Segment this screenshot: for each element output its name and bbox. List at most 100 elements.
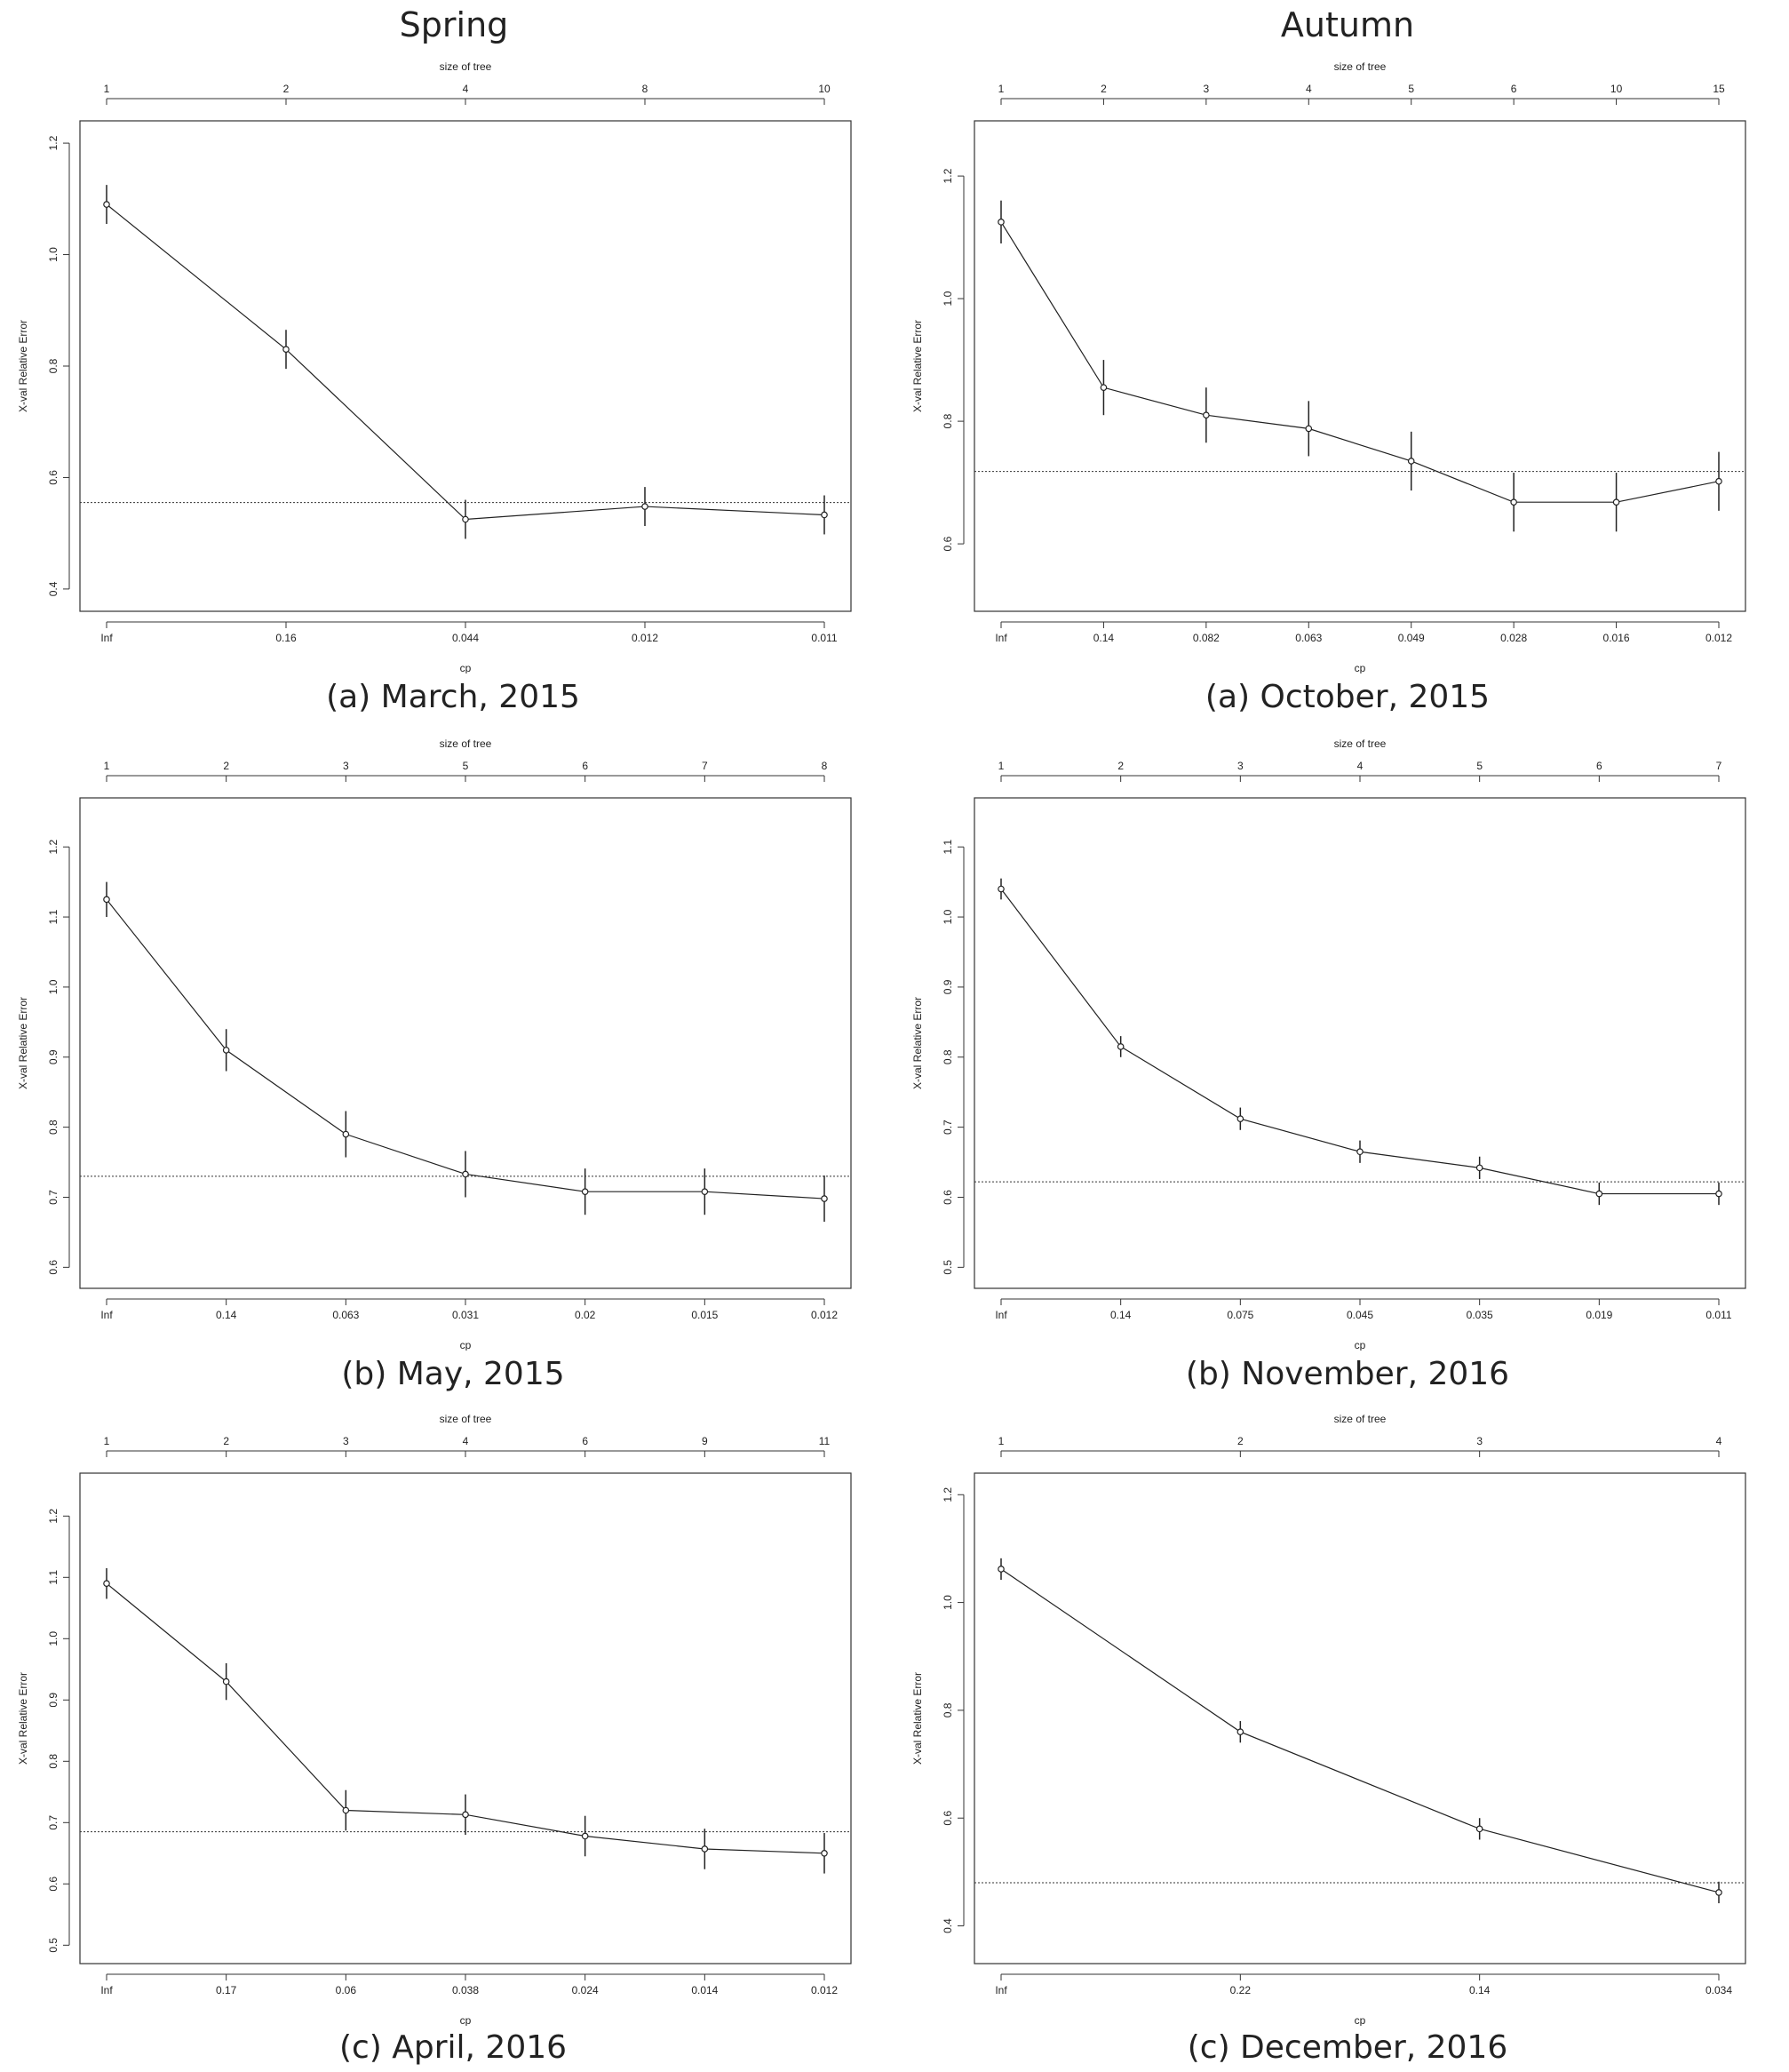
top-axis-tick-label: 15 (1713, 83, 1725, 95)
x-axis-tick-label: 0.049 (1398, 632, 1425, 644)
plot-frame (974, 120, 1746, 612)
data-point (821, 1195, 828, 1202)
plot-frame (79, 1472, 852, 1964)
y-axis-tick-label: 1.1 (47, 909, 60, 924)
top-axis-tick-label: 7 (702, 760, 708, 772)
caption-march-2015: (a) March, 2015 (326, 679, 580, 715)
top-axis-tick-label: 3 (1237, 760, 1244, 772)
top-axis-tick-label: 3 (343, 1435, 349, 1447)
x-axis-tick-label: 0.035 (1467, 1309, 1493, 1321)
data-point (581, 1832, 589, 1840)
y-axis-tick-label: 0.6 (47, 1877, 60, 1892)
data-point (998, 885, 1005, 893)
y-axis-title: X-val Relative Error (17, 320, 29, 412)
y-axis-title: X-val Relative Error (911, 1672, 924, 1765)
x-axis-tick-label: 0.063 (1295, 632, 1322, 644)
top-axis-tick-label: 4 (1357, 760, 1364, 772)
x-axis-tick-label: 0.012 (811, 1984, 838, 1996)
y-axis-tick-label: 0.6 (942, 1190, 954, 1205)
x-axis-tick-label: 0.016 (1603, 632, 1630, 644)
data-point (222, 1678, 230, 1685)
x-axis-title: cp (1355, 2014, 1366, 2026)
top-axis-tick-label: 2 (1237, 1435, 1244, 1447)
top-axis-tick-label: 1 (998, 83, 1005, 95)
top-axis-tick-label: 6 (582, 1435, 588, 1447)
y-axis-tick-label: 0.7 (47, 1190, 60, 1205)
data-point (701, 1845, 709, 1853)
top-axis-title: size of tree (440, 60, 492, 73)
y-axis-tick-label: 0.8 (942, 413, 954, 428)
cv-error-plot-november-2016: size of tree 1 2 3 4 5 6 7 0.5 0.6 0.7 0.8 0.9 1.0 1.1… (911, 737, 1746, 1351)
cv-error-plot-october-2015: size of tree 1 2 3 4 5 6 10 15 0.6 0.8 1.0 1.2 X-val … (911, 60, 1746, 673)
x-axis-title: cp (460, 1339, 472, 1351)
y-axis-tick-label: 1.2 (942, 1487, 954, 1502)
data-point (103, 1580, 110, 1588)
y-axis-tick-label: 0.5 (47, 1938, 60, 1953)
y-axis-tick-label: 0.6 (47, 1260, 60, 1275)
top-axis-tick-label: 4 (1716, 1435, 1722, 1447)
top-axis-tick-label: 5 (1476, 760, 1483, 772)
top-axis-tick-label: 1 (104, 760, 110, 772)
x-axis-tick-label: 0.031 (452, 1309, 479, 1321)
data-point (821, 1849, 828, 1857)
top-axis-tick-label: 4 (463, 1435, 469, 1447)
y-axis-tick-label: 1.0 (942, 291, 954, 306)
caption-december-2016: (c) December, 2016 (1187, 2029, 1508, 2066)
caption-may-2015: (b) May, 2015 (341, 1356, 565, 1392)
x-axis-tick-label: Inf (100, 1309, 113, 1321)
y-axis-tick-label: 0.7 (942, 1120, 954, 1135)
x-axis-tick-label: Inf (995, 1984, 1007, 1996)
x-axis-tick-label: 0.019 (1586, 1309, 1612, 1321)
x-axis-title: cp (1355, 1339, 1366, 1351)
plot-frame (974, 1472, 1746, 1964)
cv-error-plot-december-2016: size of tree 1 2 3 4 0.4 0.6 0.8 1.0 1.2 X-val Rel… (911, 1413, 1746, 2026)
y-axis-tick-label: 1.0 (942, 909, 954, 924)
top-axis-tick-label: 8 (642, 83, 648, 95)
y-axis-title: X-val Relative Error (17, 997, 29, 1089)
y-axis-tick-label: 0.8 (942, 1702, 954, 1717)
y-axis-tick-label: 0.4 (47, 581, 60, 596)
data-point (998, 219, 1005, 226)
top-axis-tick-label: 2 (1117, 760, 1124, 772)
top-axis-tick-label: 2 (1101, 83, 1107, 95)
data-point (342, 1130, 350, 1138)
y-axis-tick-label: 0.8 (942, 1049, 954, 1064)
data-point (462, 1811, 469, 1819)
cv-error-plot-april-2016: size of tree 1 2 3 4 6 9 11 0.5 0.6 0.7 0.8 0.9 1.0 1.… (17, 1413, 852, 2026)
y-axis-tick-label: 0.8 (47, 1754, 60, 1769)
top-axis-tick-label: 6 (1511, 83, 1517, 95)
data-point (1510, 498, 1517, 506)
data-point (1117, 1043, 1125, 1050)
y-axis-tick-label: 0.9 (47, 1693, 60, 1708)
plot-frame (79, 120, 852, 612)
y-axis-tick-label: 1.0 (47, 1631, 60, 1646)
y-axis-tick-label: 0.6 (942, 536, 954, 551)
top-axis-tick-label: 10 (818, 83, 831, 95)
data-point (1715, 477, 1722, 485)
x-axis-tick-label: 0.063 (332, 1309, 359, 1321)
x-axis-tick-label: 0.044 (452, 632, 479, 644)
top-axis-tick-label: 2 (223, 760, 229, 772)
x-axis-tick-label: 0.082 (1193, 632, 1220, 644)
caption-november-2016: (b) November, 2016 (1185, 1356, 1510, 1392)
x-axis-tick-label: 0.012 (632, 632, 658, 644)
data-point (1595, 1190, 1603, 1198)
column-title-autumn: Autumn (1280, 5, 1415, 44)
y-axis-tick-label: 0.7 (47, 1815, 60, 1830)
x-axis-tick-label: 0.17 (216, 1984, 237, 1996)
y-axis-tick-label: 1.1 (942, 840, 954, 855)
y-axis-tick-label: 1.0 (942, 1595, 954, 1610)
x-axis-tick-label: Inf (100, 632, 113, 644)
y-axis-tick-label: 0.5 (942, 1260, 954, 1275)
x-axis-tick-label: 0.034 (1706, 1984, 1732, 1996)
data-point (342, 1806, 350, 1814)
top-axis-tick-label: 3 (1204, 83, 1210, 95)
data-point (1356, 1148, 1364, 1156)
data-point (1475, 1825, 1483, 1833)
top-axis-tick-label: 6 (1596, 760, 1602, 772)
x-axis-tick-label: Inf (100, 1984, 113, 1996)
x-axis-title: cp (460, 662, 472, 673)
x-axis-tick-label: 0.22 (1230, 1984, 1252, 1996)
y-axis-tick-label: 1.1 (47, 1570, 60, 1585)
x-axis-tick-label: 0.011 (811, 632, 837, 644)
